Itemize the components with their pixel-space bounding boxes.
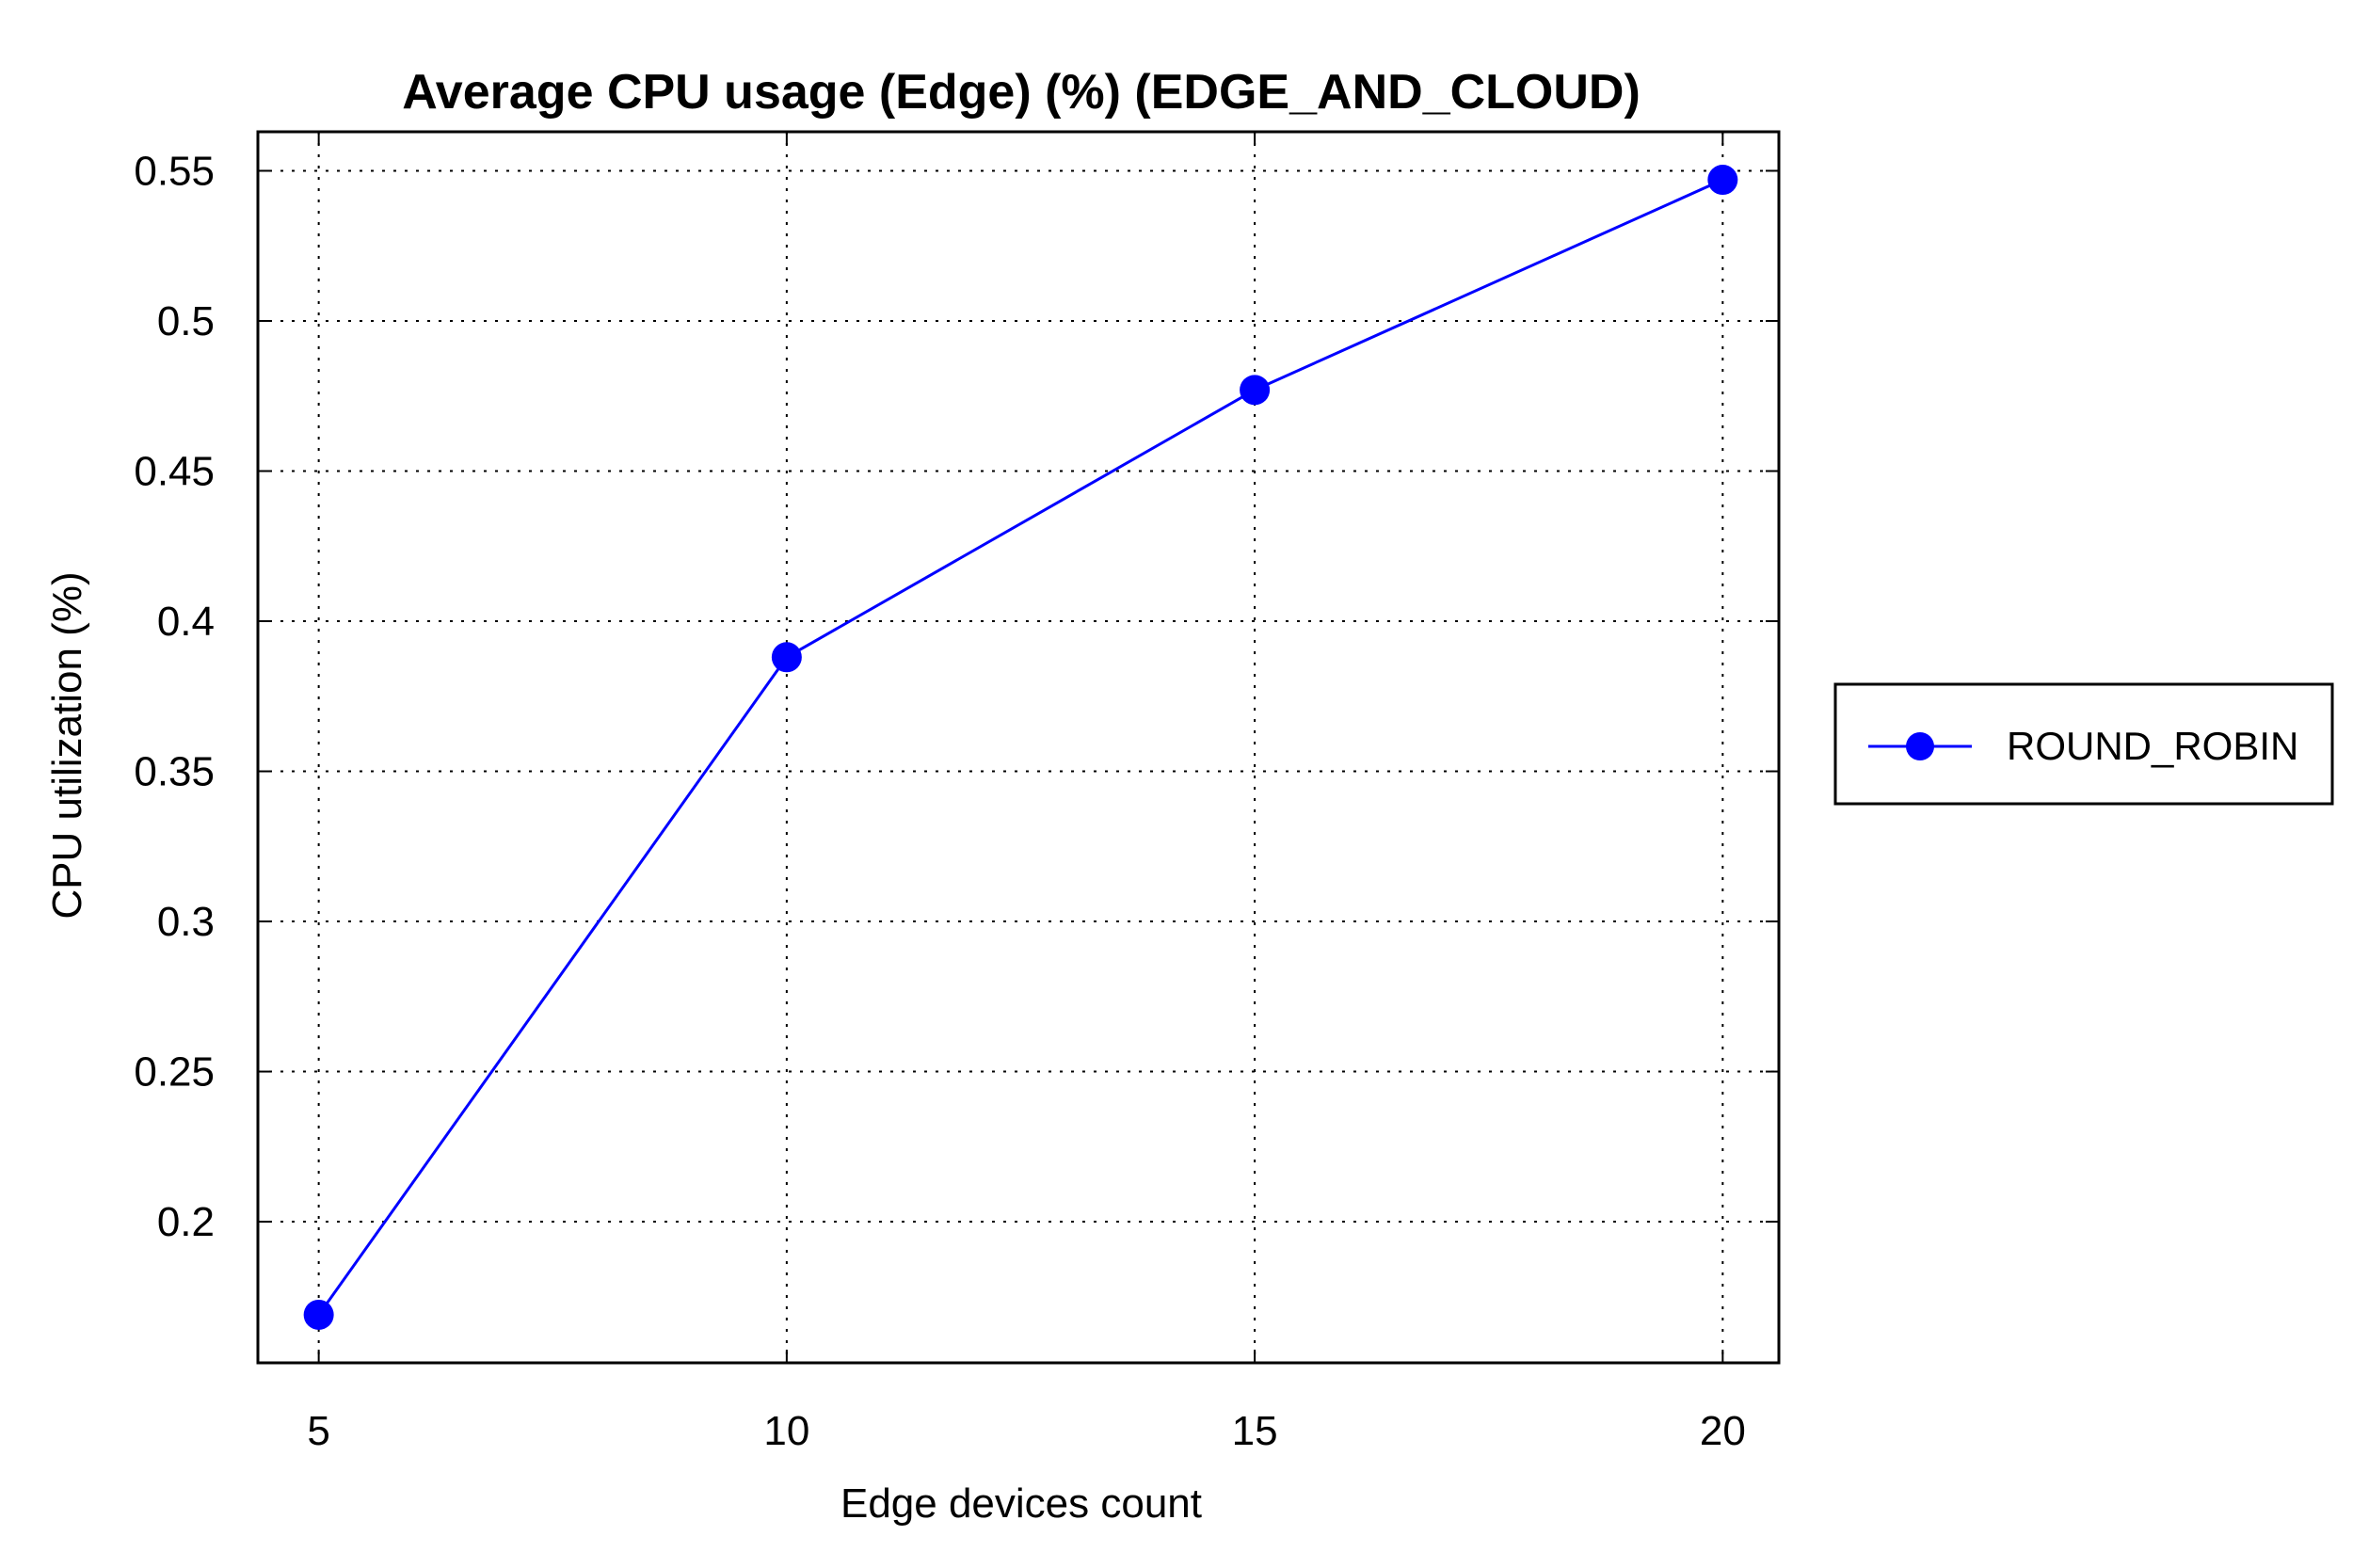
y-tick-label: 0.4 <box>157 599 215 645</box>
y-tick-label: 0.2 <box>157 1199 215 1245</box>
chart-title: Average CPU usage (Edge) (%) (EDGE_AND_C… <box>402 65 1641 120</box>
x-tick-label: 20 <box>1700 1408 1746 1454</box>
x-axis-label: Edge devices count <box>840 1480 1202 1527</box>
x-tick-label: 15 <box>1232 1408 1278 1454</box>
plot-area <box>256 130 1781 1365</box>
data-point <box>303 1299 334 1330</box>
series-line <box>317 178 1723 1316</box>
y-tick-label: 0.3 <box>157 899 215 945</box>
grid <box>258 132 1779 1363</box>
legend: ROUND_ROBIN <box>1833 682 2334 806</box>
data-point <box>771 642 802 673</box>
y-tick-label: 0.5 <box>157 298 215 344</box>
x-tick-label: 5 <box>307 1408 329 1454</box>
data-point <box>1707 165 1738 196</box>
legend-label: ROUND_ROBIN <box>2007 724 2298 768</box>
y-tick-label: 0.55 <box>134 148 215 194</box>
legend-marker <box>1906 732 1934 760</box>
y-tick-label: 0.45 <box>134 448 215 494</box>
series-round-robin <box>303 165 1738 1330</box>
y-tick-label: 0.25 <box>134 1049 215 1096</box>
y-tick-label: 0.35 <box>134 749 215 795</box>
x-tick-label: 10 <box>763 1408 809 1454</box>
data-point <box>1240 375 1271 406</box>
y-axis-label: CPU utilization (%) <box>44 571 90 919</box>
axis-ticks: 5 10 15 20 0.2 0.25 0.3 0.35 0.4 0.45 0.5 0.55 <box>134 132 1779 1454</box>
